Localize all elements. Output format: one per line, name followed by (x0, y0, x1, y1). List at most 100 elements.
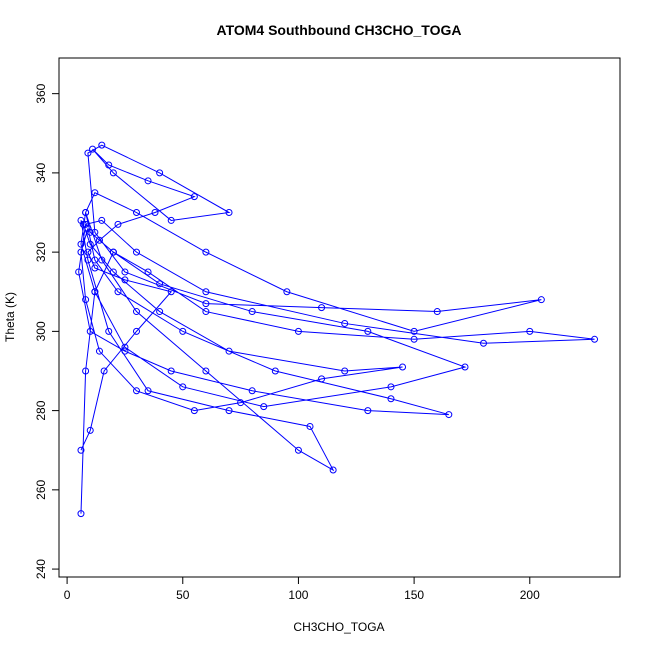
x-tick-label: 0 (64, 588, 71, 602)
point (341, 367, 349, 375)
point (294, 446, 302, 454)
point (89, 145, 97, 153)
point (151, 209, 159, 217)
point (98, 141, 106, 149)
point (105, 161, 113, 169)
plot-frame (58, 57, 621, 578)
point (84, 248, 92, 256)
point (105, 327, 113, 335)
point (144, 387, 152, 395)
x-tick-label: 100 (288, 588, 308, 602)
point (132, 248, 140, 256)
point (248, 387, 256, 395)
point (537, 296, 545, 304)
point (225, 407, 233, 415)
point (86, 426, 94, 434)
point (167, 216, 175, 224)
point (445, 411, 453, 419)
point (179, 327, 187, 335)
point (82, 296, 90, 304)
point (75, 268, 83, 276)
point (167, 367, 175, 375)
point (433, 308, 441, 316)
y-tick-label: 240 (34, 559, 48, 579)
point (114, 220, 122, 228)
point (82, 367, 90, 375)
point (77, 248, 85, 256)
point (77, 510, 85, 518)
point (387, 395, 395, 403)
point (132, 327, 140, 335)
y-tick-label: 260 (34, 480, 48, 500)
point (77, 446, 85, 454)
point (156, 308, 164, 316)
y-tick-label: 320 (34, 242, 48, 262)
x-tick-label: 200 (520, 588, 540, 602)
point (114, 288, 122, 296)
point (144, 177, 152, 185)
point (91, 264, 99, 272)
point (91, 228, 99, 236)
point (98, 256, 106, 264)
point (109, 248, 117, 256)
y-tick-label: 360 (34, 83, 48, 103)
point (121, 276, 129, 284)
point (260, 403, 268, 411)
point (84, 149, 92, 157)
point (526, 327, 534, 335)
y-tick-label: 280 (34, 400, 48, 420)
point (329, 466, 337, 474)
point (202, 367, 210, 375)
point (95, 347, 103, 355)
point (86, 240, 94, 248)
point (225, 209, 233, 217)
point (248, 308, 256, 316)
x-tick-label: 150 (404, 588, 424, 602)
x-axis-label: CH3CHO_TOGA (293, 620, 384, 634)
point (294, 327, 302, 335)
point (132, 308, 140, 316)
chart-title: ATOM4 Southbound CH3CHO_TOGA (217, 22, 462, 38)
point (237, 399, 245, 407)
point (202, 248, 210, 256)
point (82, 220, 90, 228)
point (341, 319, 349, 327)
point (364, 327, 372, 335)
point (121, 268, 129, 276)
point (179, 383, 187, 391)
point (86, 228, 94, 236)
point (318, 375, 326, 383)
point (77, 216, 85, 224)
point (202, 288, 210, 296)
point (84, 224, 92, 232)
point (77, 240, 85, 248)
point (410, 327, 418, 335)
point (95, 236, 103, 244)
point (156, 280, 164, 288)
point (132, 387, 140, 395)
point (98, 216, 106, 224)
point (132, 209, 140, 217)
point (306, 422, 314, 430)
point (202, 300, 210, 308)
point (91, 189, 99, 197)
y-tick-label: 300 (34, 321, 48, 341)
point (82, 209, 90, 217)
point (225, 347, 233, 355)
point (202, 308, 210, 316)
point (91, 288, 99, 296)
point (387, 383, 395, 391)
point (480, 339, 488, 347)
point (121, 347, 129, 355)
point (399, 363, 407, 371)
point (144, 268, 152, 276)
point (86, 327, 94, 335)
series-line (78, 144, 595, 514)
point (109, 169, 117, 177)
point (156, 169, 164, 177)
point (364, 407, 372, 415)
point (461, 363, 469, 371)
point (190, 407, 198, 415)
y-axis-label: Theta (K) (3, 292, 17, 342)
